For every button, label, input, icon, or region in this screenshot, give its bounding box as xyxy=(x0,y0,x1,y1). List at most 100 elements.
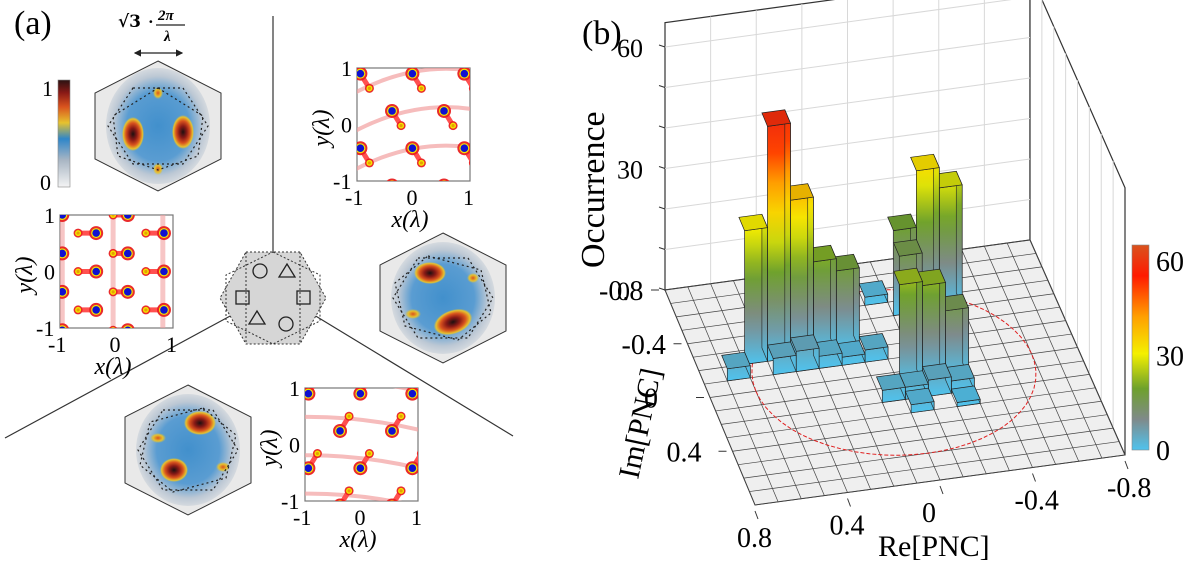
bar-side-face xyxy=(955,171,963,307)
z-tick xyxy=(658,206,666,210)
lattice-spot xyxy=(334,498,346,501)
link xyxy=(357,105,470,133)
lattice-spot xyxy=(365,374,374,383)
intensity-pattern xyxy=(357,68,503,193)
bar-side-face xyxy=(761,214,768,362)
y-tick-label: -1 xyxy=(333,169,351,194)
lattice-spot xyxy=(489,179,503,193)
bar xyxy=(875,373,906,403)
bar xyxy=(904,387,935,414)
x-tick-label: 1 xyxy=(411,505,422,530)
bar-top-face xyxy=(858,333,889,351)
colorbar-a-min: 0 xyxy=(40,170,51,195)
x-tick-label: 0 xyxy=(407,185,418,210)
x-tick-label: -1 xyxy=(345,185,363,210)
colorbar-a: 1 0 xyxy=(40,76,71,195)
bar xyxy=(950,385,981,408)
z-tick xyxy=(658,85,666,88)
sub-panel-left: -1 1 0 0 1 -1 x(λ) y(λ) xyxy=(12,203,177,380)
hexagon-bottom xyxy=(124,384,252,516)
bar-side-face xyxy=(784,109,791,359)
bar xyxy=(916,268,947,384)
bar xyxy=(939,293,970,381)
x-axis-label: x(λ) xyxy=(339,527,377,553)
circle-symbol-icon xyxy=(252,263,268,279)
bar xyxy=(789,334,820,373)
x-tick xyxy=(939,485,944,495)
bar-side-face xyxy=(807,183,814,356)
y-tick-label: -0.4 xyxy=(622,330,666,361)
scale-dot: · xyxy=(148,12,154,31)
triangle-symbol-icon xyxy=(247,309,267,325)
sub-panel-bottom: -1 1 0 0 1 -1 x(λ) y(λ) xyxy=(257,374,451,553)
bar-top-face xyxy=(789,334,820,352)
bar-side-face xyxy=(939,268,946,380)
bar-top-face xyxy=(738,213,768,232)
y-tick-label: -1 xyxy=(36,316,54,341)
y-tick-label: -1 xyxy=(281,489,299,514)
bar-side-face xyxy=(830,245,837,353)
divider-right xyxy=(313,314,514,437)
intensity-pattern xyxy=(305,374,451,501)
scale-den: λ xyxy=(163,29,171,45)
floor-grid-line xyxy=(749,441,1120,492)
lattice-spot xyxy=(416,450,418,457)
bar-top-face xyxy=(761,109,792,127)
lattice-spot xyxy=(50,249,59,258)
x-tick-label: 0.8 xyxy=(737,523,772,554)
scale-bar: √3 · 2π λ xyxy=(118,8,185,57)
floor-grid-line xyxy=(754,454,1126,506)
y-tick-label: 0 xyxy=(644,384,658,415)
x-tick-label: 0 xyxy=(355,505,366,530)
center-symmetry-diagram xyxy=(219,251,327,345)
bar-top-face xyxy=(766,341,797,359)
bar-top-face xyxy=(875,373,906,391)
scale-sqrt: √3 xyxy=(118,12,141,32)
lattice-spot xyxy=(468,159,470,166)
link xyxy=(305,414,418,432)
z-tick xyxy=(658,247,666,250)
x-axis-label: x(λ) xyxy=(391,207,429,233)
bars xyxy=(721,109,981,414)
y-axis-label: y(λ) xyxy=(257,429,283,468)
z-tick-label: 60 xyxy=(617,34,643,63)
z-tick-label: 0 xyxy=(617,277,630,306)
x-tick-label: -0.4 xyxy=(1015,486,1059,517)
bar xyxy=(858,280,889,306)
bar-top-face xyxy=(950,385,981,403)
triangle-symbol-icon xyxy=(277,262,297,278)
colorbar-b-tick-label: 60 xyxy=(1156,247,1184,278)
bar xyxy=(761,109,792,362)
scale-num: 2π xyxy=(157,8,175,24)
colorbar-a-max: 1 xyxy=(42,76,53,101)
lattice-spot xyxy=(438,178,450,181)
floor-grid-line xyxy=(732,400,1102,452)
y-tick-label: -0.8 xyxy=(599,276,643,307)
z-tick xyxy=(658,287,666,291)
link xyxy=(305,491,403,501)
bar xyxy=(858,333,889,363)
x-tick-label: -0.8 xyxy=(1107,473,1151,504)
colorbar-b: 0 30 60 xyxy=(1131,244,1184,467)
square-symbol-icon xyxy=(296,290,311,305)
floor-grid-line xyxy=(664,289,756,506)
bar-top-face xyxy=(904,387,935,406)
lattice-spot xyxy=(386,178,398,181)
lattice-spot xyxy=(437,424,451,438)
x-axis-label: x(λ) xyxy=(94,354,132,380)
bar-top-face xyxy=(887,213,917,231)
x-tick-label: 0 xyxy=(110,332,121,357)
y-tick-label: 0 xyxy=(289,433,300,458)
hexagon-top xyxy=(94,60,222,192)
lattice-spot xyxy=(109,325,118,328)
y-tick-label: 0.4 xyxy=(667,437,702,468)
bar xyxy=(766,341,797,376)
intensity-pattern xyxy=(50,215,171,328)
bar-top-face xyxy=(858,280,889,298)
lattice-spot xyxy=(386,498,398,501)
square-symbol-icon xyxy=(235,290,250,305)
bar xyxy=(932,170,963,310)
x-tick xyxy=(1032,473,1036,482)
